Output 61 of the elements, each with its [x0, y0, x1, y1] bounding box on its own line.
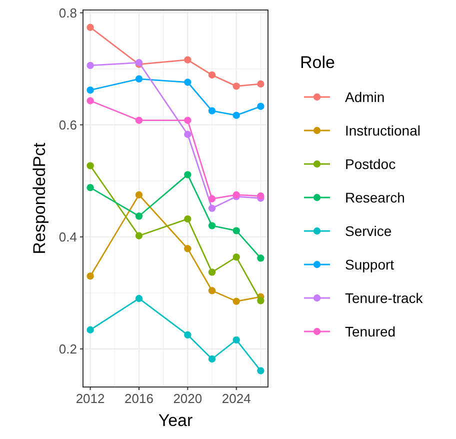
point: [208, 107, 216, 114]
point: [86, 62, 94, 70]
point: [135, 212, 143, 220]
point: [232, 336, 240, 344]
x-tick-label: 2012: [76, 391, 105, 406]
point: [86, 86, 94, 94]
point: [86, 272, 94, 280]
point: [86, 24, 94, 31]
legend-title: Role: [300, 53, 335, 72]
y-tick-label: 0.2: [58, 341, 77, 356]
point: [135, 294, 143, 302]
y-axis-title: RespondedPct: [30, 142, 49, 254]
point: [135, 191, 143, 198]
legend-label: Admin: [345, 89, 385, 105]
point: [208, 71, 216, 79]
point: [86, 162, 94, 170]
x-tick-label: 2020: [173, 391, 202, 406]
x-tick-label: 2016: [124, 391, 154, 406]
y-tick-label: 0.4: [58, 229, 77, 244]
point: [184, 56, 192, 64]
point: [257, 192, 264, 200]
point: [232, 227, 240, 234]
point: [232, 253, 240, 261]
legend-label: Instructional: [345, 122, 420, 138]
legend-label: Postdoc: [345, 156, 396, 172]
legend-label: Research: [345, 190, 405, 206]
y-tick-label: 0.6: [58, 117, 77, 132]
point: [257, 254, 264, 262]
legend-label: Tenure-track: [345, 290, 424, 306]
legend-label: Support: [345, 256, 394, 272]
point: [184, 171, 192, 178]
x-tick-label: 2024: [222, 391, 251, 406]
legend-label: Tenured: [345, 324, 396, 340]
point: [135, 232, 143, 240]
point: [208, 204, 216, 212]
point: [232, 82, 240, 90]
point: [86, 184, 94, 192]
point: [184, 116, 192, 124]
point: [257, 297, 264, 304]
point: [257, 367, 264, 374]
point: [208, 222, 216, 230]
point: [232, 298, 240, 305]
point: [184, 245, 192, 252]
point: [208, 287, 216, 294]
legend-label: Service: [345, 223, 392, 239]
point: [208, 195, 216, 202]
point: [184, 331, 192, 339]
x-axis-title: Year: [158, 411, 194, 430]
point: [257, 80, 264, 88]
point: [184, 215, 192, 223]
point: [184, 130, 192, 138]
point: [208, 355, 216, 363]
point: [184, 78, 192, 86]
point: [86, 326, 94, 334]
y-tick-label: 0.8: [58, 5, 77, 20]
point: [208, 268, 216, 276]
point: [135, 116, 143, 124]
point: [232, 112, 240, 119]
point: [257, 102, 264, 110]
point: [86, 97, 94, 104]
point: [135, 75, 143, 82]
